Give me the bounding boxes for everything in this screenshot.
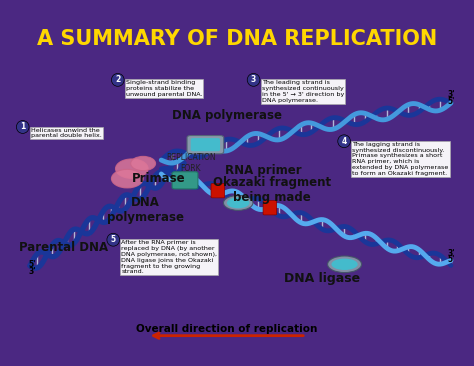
Text: DNA polymerase: DNA polymerase xyxy=(172,109,282,122)
Text: 5': 5' xyxy=(28,260,36,269)
Text: 1: 1 xyxy=(20,123,25,131)
Ellipse shape xyxy=(328,256,362,273)
Ellipse shape xyxy=(111,74,124,86)
Ellipse shape xyxy=(116,159,148,178)
Text: After the RNA primer is
replaced by DNA (by another
DNA polymerase, not shown),
: After the RNA primer is replaced by DNA … xyxy=(121,240,218,274)
Text: Primase: Primase xyxy=(132,172,186,185)
Text: DNA ligase: DNA ligase xyxy=(284,272,360,285)
Text: 3: 3 xyxy=(251,75,256,85)
Text: Overall direction of replication: Overall direction of replication xyxy=(136,324,318,334)
FancyBboxPatch shape xyxy=(172,172,198,189)
Text: 3': 3' xyxy=(448,249,456,258)
FancyBboxPatch shape xyxy=(263,201,277,215)
Ellipse shape xyxy=(17,120,29,133)
Ellipse shape xyxy=(338,135,350,147)
Text: 5': 5' xyxy=(448,97,455,105)
FancyBboxPatch shape xyxy=(211,184,225,198)
Ellipse shape xyxy=(107,233,119,246)
Text: Helicases unwind the
parental double helix.: Helicases unwind the parental double hel… xyxy=(31,127,101,138)
Text: 5: 5 xyxy=(111,235,116,244)
Text: 3': 3' xyxy=(28,267,36,276)
Text: A SUMMARY OF DNA REPLICATION: A SUMMARY OF DNA REPLICATION xyxy=(37,29,437,49)
Ellipse shape xyxy=(247,74,260,86)
Text: RNA primer: RNA primer xyxy=(225,164,301,176)
Text: Parental DNA: Parental DNA xyxy=(19,241,109,254)
FancyBboxPatch shape xyxy=(187,135,224,154)
Text: Single-strand binding
proteins stabilize the
unwound parental DNA.: Single-strand binding proteins stabilize… xyxy=(126,81,202,97)
FancyBboxPatch shape xyxy=(191,138,220,151)
Ellipse shape xyxy=(131,156,155,171)
Text: Okazaki fragment
being made: Okazaki fragment being made xyxy=(213,176,331,204)
Ellipse shape xyxy=(111,169,143,188)
Text: The leading strand is
synthesized continuously
in the 5' → 3' direction by
DNA p: The leading strand is synthesized contin… xyxy=(262,81,344,103)
Text: 5': 5' xyxy=(448,255,455,264)
Ellipse shape xyxy=(227,198,249,208)
Text: 4: 4 xyxy=(341,137,347,146)
Text: DNA
polymerase: DNA polymerase xyxy=(107,196,184,224)
Text: 3': 3' xyxy=(448,90,456,99)
Ellipse shape xyxy=(331,258,358,270)
Ellipse shape xyxy=(223,195,253,210)
Text: REPLICATION
FORK: REPLICATION FORK xyxy=(166,153,216,173)
Text: 2: 2 xyxy=(115,75,120,85)
Text: The lagging strand is
synthesized discontinuously.
Primase synthesizes a short
R: The lagging strand is synthesized discon… xyxy=(352,142,448,176)
